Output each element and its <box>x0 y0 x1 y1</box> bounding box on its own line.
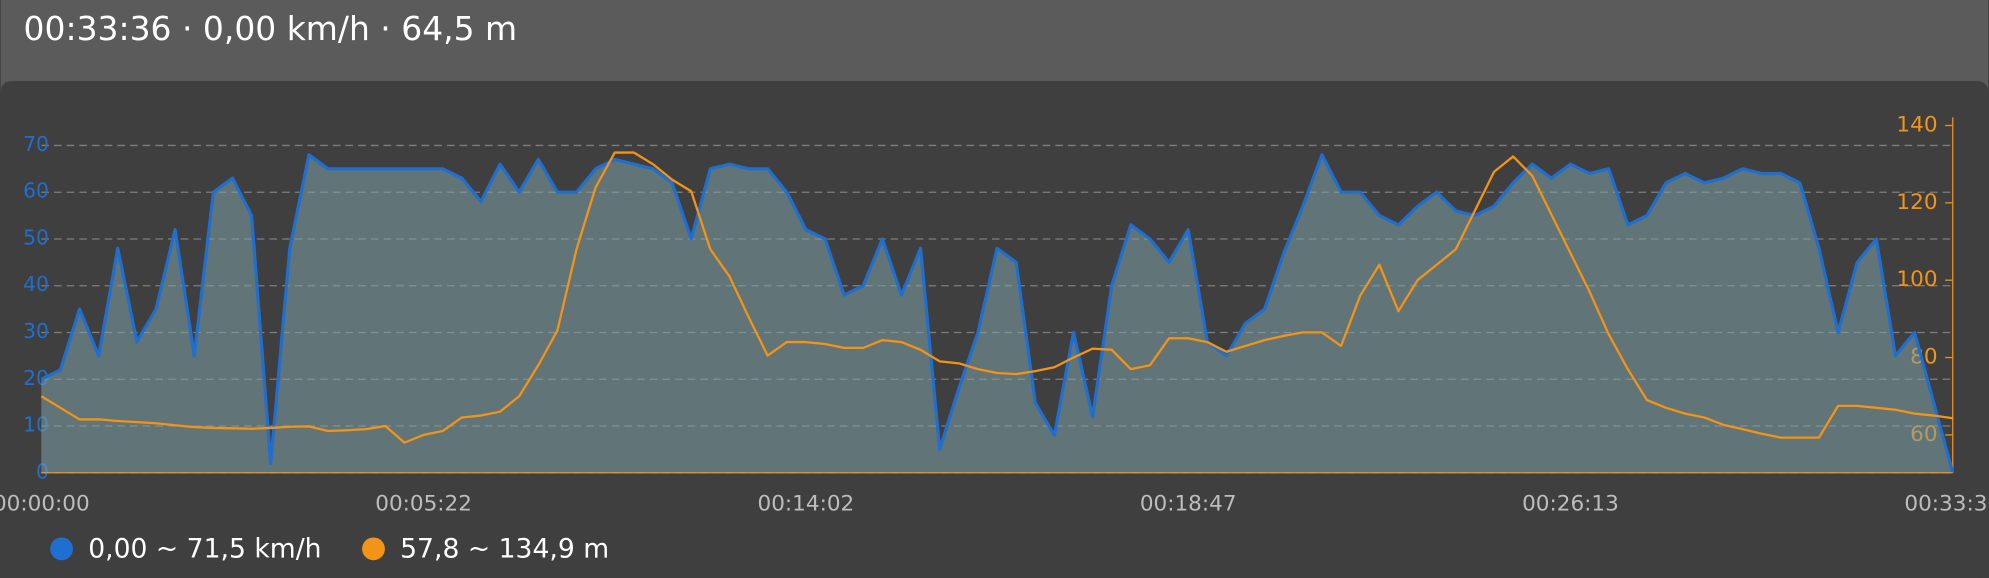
y-tick-label: 30 <box>23 319 49 343</box>
legend-marker <box>50 537 73 561</box>
y-tick-label: 50 <box>23 225 49 249</box>
speed-area <box>41 154 1953 473</box>
x-tick-label: 00:00:00 <box>0 491 90 516</box>
y-tick-label: 70 <box>23 132 49 156</box>
legend-marker <box>362 537 385 561</box>
legend-label: 0,00 ~ 71,5 km/h <box>88 534 321 565</box>
x-tick-label: 00:14:02 <box>758 491 855 516</box>
y-tick-label: 40 <box>23 272 49 296</box>
x-tick-label: 00:26:13 <box>1522 491 1619 516</box>
elevation-line <box>40 151 1953 444</box>
header-bar <box>0 0 1989 92</box>
x-tick-label: 00:18:47 <box>1140 491 1237 516</box>
y2-tick-label: 140 <box>1896 112 1937 137</box>
y-tick-label: 60 <box>23 179 49 203</box>
x-tick-label: 00:33:36 <box>1904 491 1989 516</box>
y2-tick-label: 120 <box>1896 190 1937 215</box>
y2-tick-label: 100 <box>1896 267 1937 292</box>
plot: 010203040506070608010012014000:00:0000:0… <box>0 112 1989 564</box>
x-tick-label: 00:05:22 <box>375 491 472 516</box>
legend-label: 57,8 ~ 134,9 m <box>400 534 609 565</box>
speed-line <box>40 153 1955 474</box>
status-title: 00:33:36 · 0,00 km/h · 64,5 m <box>24 9 518 48</box>
